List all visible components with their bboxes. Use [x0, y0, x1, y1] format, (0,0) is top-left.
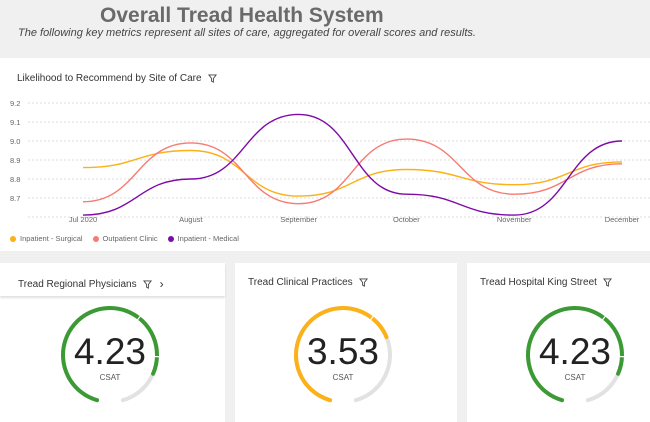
y-tick-label: 8.9 — [10, 156, 20, 165]
gauge-label: CSAT — [332, 373, 354, 382]
legend-item[interactable]: Inpatient - Surgical — [10, 234, 83, 243]
series-line — [82, 138, 623, 205]
legend-dot — [92, 236, 99, 242]
gauge-tick — [601, 315, 607, 321]
filter-icon[interactable] — [602, 278, 612, 287]
y-tick-label: 9.1 — [10, 118, 20, 127]
x-tick-label: December — [605, 215, 640, 224]
filter-icon[interactable] — [358, 278, 368, 287]
legend-item[interactable]: Outpatient Clinic — [92, 234, 158, 243]
series-line — [82, 113, 623, 216]
legend-dot — [167, 236, 174, 242]
gauge-fill — [294, 306, 389, 403]
x-tick-label: August — [179, 215, 203, 224]
legend-label: Inpatient - Medical — [177, 234, 239, 243]
legend-label: Outpatient Clinic — [102, 234, 158, 243]
x-tick-label: September — [280, 215, 317, 224]
card-title: Tread Regional Physicians — [18, 278, 137, 290]
gauge-card: Tread Hospital King Street 4.23 CSAT — [467, 263, 650, 422]
chart-title: Likelihood to Recommend by Site of Care — [17, 73, 202, 84]
gauge-tick — [369, 315, 375, 321]
series-line — [82, 149, 623, 197]
gauge — [294, 306, 392, 403]
gauge-label: CSAT — [564, 373, 586, 382]
gauge-value: 4.23 — [73, 331, 146, 372]
line-chart: 9.2 9.1 9.0 8.9 8.8 8.7 Jul 2020 August Septembe… — [10, 99, 650, 224]
x-tick-label: Jul 2020 — [69, 215, 97, 224]
page-subtitle: The following key metrics represent all … — [18, 27, 476, 39]
y-tick-label: 8.7 — [10, 194, 20, 203]
gauge-fill — [61, 306, 159, 403]
chevron-right-icon[interactable]: › — [159, 277, 164, 291]
filter-icon[interactable] — [142, 279, 152, 289]
gauge-fill — [526, 306, 624, 403]
x-tick-label: November — [497, 215, 532, 224]
gauge-label: CSAT — [99, 373, 121, 382]
filter-icon[interactable] — [207, 74, 217, 83]
gauge-card: Tread Clinical Practices 3.53 CSAT — [235, 263, 457, 422]
legend-item[interactable]: Inpatient - Medical — [167, 234, 239, 243]
gauge — [526, 306, 625, 403]
gauge-value: 4.23 — [538, 331, 611, 372]
legend-dot — [10, 236, 16, 242]
y-tick-label: 9.0 — [10, 137, 20, 146]
gauge-tick — [136, 315, 142, 321]
x-tick-label: October — [393, 215, 420, 224]
legend-label: Inpatient - Surgical — [20, 234, 83, 243]
y-tick-label: 8.8 — [10, 175, 20, 184]
gauge — [61, 306, 160, 403]
chart-legend: Inpatient - Surgical Outpatient Clinic Inp… — [10, 234, 239, 243]
gauge-card: Tread Regional Physicians › 4.23 CSAT — [0, 263, 225, 422]
gauge-value: 3.53 — [306, 331, 379, 372]
card-title: Tread Clinical Practices — [248, 277, 353, 288]
card-title: Tread Hospital King Street — [480, 277, 597, 288]
ltr-chart-card: Likelihood to Recommend by Site of Care … — [0, 58, 650, 251]
page-title: Overall Tread Health System — [100, 4, 384, 27]
y-tick-label: 9.2 — [10, 99, 20, 108]
